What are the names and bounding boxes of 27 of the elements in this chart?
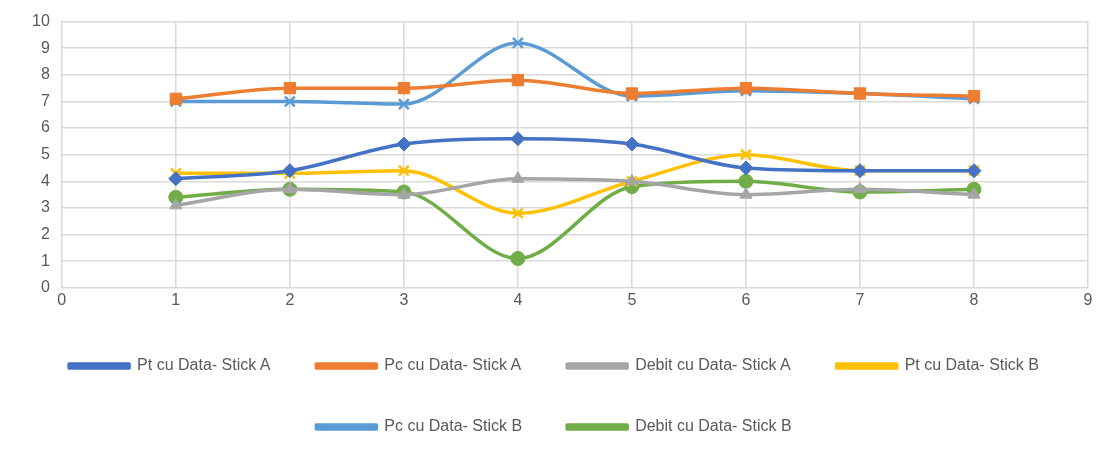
y-tick-label: 6 bbox=[40, 118, 50, 136]
y-tick-label: 5 bbox=[40, 145, 50, 163]
y-tick-label: 2 bbox=[40, 224, 50, 242]
x-tick-label: 1 bbox=[171, 290, 181, 308]
x-tick-label: 4 bbox=[513, 290, 523, 308]
legend-label: Pt cu Data- Stick B bbox=[904, 356, 1039, 374]
y-tick-label: 1 bbox=[40, 251, 50, 269]
x-tick-label: 3 bbox=[399, 290, 409, 308]
x-tick-label: 7 bbox=[855, 290, 865, 308]
legend-label: Debit cu Data- Stick A bbox=[635, 356, 792, 374]
x-tick-label: 8 bbox=[969, 290, 979, 308]
x-tick-label: 9 bbox=[1083, 290, 1093, 308]
y-tick-label: 0 bbox=[40, 278, 50, 296]
y-tick-label: 4 bbox=[40, 171, 50, 189]
x-tick-label: 6 bbox=[741, 290, 751, 308]
legend-label: Pt cu Data- Stick A bbox=[137, 356, 271, 374]
x-tick-label: 2 bbox=[285, 290, 295, 308]
x-tick-label: 0 bbox=[57, 290, 67, 308]
legend-label: Debit cu Data- Stick B bbox=[635, 417, 792, 435]
y-tick-label: 10 bbox=[32, 12, 50, 30]
y-tick-label: 9 bbox=[40, 38, 50, 56]
y-tick-label: 8 bbox=[40, 65, 50, 83]
y-tick-label: 3 bbox=[40, 198, 50, 216]
x-tick-label: 5 bbox=[627, 290, 637, 308]
legend-label: Pc cu Data- Stick A bbox=[384, 356, 522, 374]
legend-label: Pc cu Data- Stick B bbox=[384, 417, 523, 435]
y-tick-label: 7 bbox=[40, 91, 50, 109]
